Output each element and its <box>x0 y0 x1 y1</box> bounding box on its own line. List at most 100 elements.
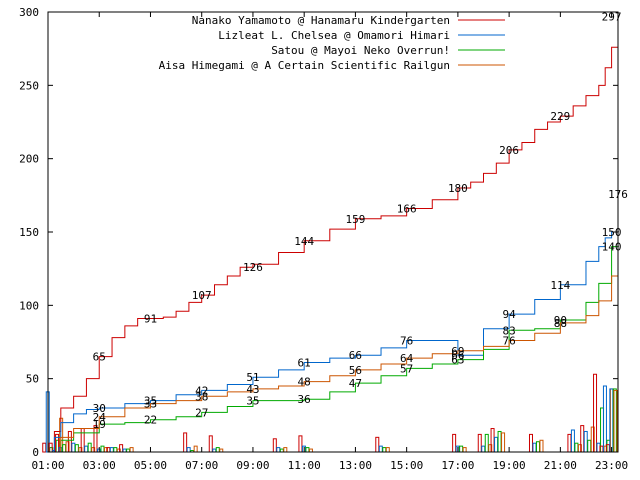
data-label: 66 <box>349 349 362 362</box>
x-tick-label: 09:00 <box>236 459 269 472</box>
data-label: 33 <box>144 398 157 411</box>
x-tick-label: 03:00 <box>83 459 116 472</box>
bar <box>497 430 502 453</box>
data-label: 107 <box>192 289 212 302</box>
data-label: 30 <box>93 402 106 415</box>
data-labels: 65 91 107 126 144 159 166 180 206 229 297 30 35 42 51 6… <box>93 10 628 431</box>
bar <box>42 442 47 453</box>
bar <box>528 433 533 453</box>
bar-series <box>42 373 618 453</box>
data-label: 88 <box>554 317 567 330</box>
bar <box>484 433 489 453</box>
y-tick-label: 100 <box>19 299 39 312</box>
data-label: 83 <box>502 324 515 337</box>
bar <box>215 447 220 453</box>
x-tick-label: 13:00 <box>339 459 372 472</box>
bar <box>193 445 198 453</box>
bar <box>378 445 383 453</box>
data-label: 64 <box>400 352 414 365</box>
bar <box>129 447 134 453</box>
bar <box>276 447 281 453</box>
bar <box>613 389 618 453</box>
legend-label: Aisa Himegami @ A Certain Scientific Rai… <box>159 59 450 72</box>
bar <box>462 447 467 453</box>
data-label: 297 <box>602 10 622 23</box>
bar <box>570 429 575 453</box>
axes <box>47 11 619 453</box>
data-label: 91 <box>144 313 157 326</box>
y-tick-label: 150 <box>19 226 39 239</box>
bar <box>71 442 76 453</box>
y-tick-label: 300 <box>19 6 39 19</box>
bar <box>574 442 579 453</box>
data-label: 114 <box>550 279 570 292</box>
legend-label: Nanako Yamamoto @ Hanamaru Kindergarten <box>192 14 450 27</box>
bar <box>567 433 572 453</box>
data-label: 43 <box>246 383 259 396</box>
bar <box>535 441 540 453</box>
bar <box>298 435 303 453</box>
data-label: 76 <box>502 335 515 348</box>
data-label: 51 <box>246 371 259 384</box>
data-label: 24 <box>93 411 107 424</box>
data-label: 61 <box>298 357 311 370</box>
y-tick-label: 0 <box>32 446 39 459</box>
bar <box>501 432 506 453</box>
bar <box>119 444 124 453</box>
bar <box>609 388 614 453</box>
data-label: 27 <box>195 406 208 419</box>
x-tick-label: 23:00 <box>595 459 628 472</box>
x-tick-label: 21:00 <box>544 459 577 472</box>
data-label: 150 <box>602 226 622 239</box>
data-label: 140 <box>602 241 622 254</box>
data-label: 47 <box>349 377 362 390</box>
bar <box>74 444 79 453</box>
data-label: 42 <box>195 384 208 397</box>
series-line <box>48 246 619 453</box>
bar <box>109 447 114 453</box>
data-label: 69 <box>451 345 464 358</box>
data-label: 65 <box>93 351 106 364</box>
x-tick-label: 17:00 <box>441 459 474 472</box>
bar <box>382 447 387 453</box>
x-tick-label: 19:00 <box>493 459 526 472</box>
series-line <box>48 193 619 453</box>
series-line <box>48 232 619 453</box>
ticks: 01:00 03:00 05:00 07:00 09:00 11:00 13:00 15:00… <box>19 6 628 472</box>
x-tick-label: 01:00 <box>31 459 64 472</box>
series-line <box>48 16 619 453</box>
x-tick-label: 15:00 <box>390 459 423 472</box>
data-label: 63 <box>451 354 464 367</box>
bar <box>599 445 604 453</box>
data-label: 180 <box>448 182 468 195</box>
bar <box>452 433 457 453</box>
bar <box>481 445 486 453</box>
bar <box>593 373 598 453</box>
data-label: 206 <box>499 144 519 157</box>
bar <box>67 430 72 453</box>
bar <box>375 436 380 453</box>
data-label: 66 <box>451 349 464 362</box>
bar <box>80 428 85 453</box>
data-label: 166 <box>397 203 417 216</box>
bar <box>186 447 191 453</box>
data-label: 36 <box>298 393 311 406</box>
bar <box>385 447 390 453</box>
bar <box>208 435 213 453</box>
bar <box>272 438 277 453</box>
data-label: 22 <box>144 414 157 427</box>
data-label: 94 <box>502 308 516 321</box>
data-label: 38 <box>195 390 208 403</box>
bar <box>539 439 544 453</box>
plot-frame <box>47 11 619 453</box>
data-label: 229 <box>550 110 570 123</box>
bar <box>87 442 92 453</box>
y-tick-label: 250 <box>19 79 39 92</box>
data-label: 76 <box>400 335 413 348</box>
bar <box>459 445 464 453</box>
bar <box>587 439 592 453</box>
bar <box>84 445 89 453</box>
data-label: 35 <box>246 395 259 408</box>
bar <box>602 385 607 453</box>
